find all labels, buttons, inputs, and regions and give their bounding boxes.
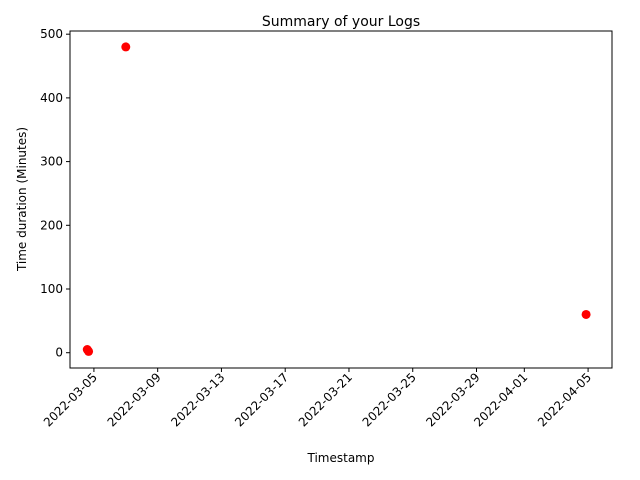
x-tick-label: 2022-03-05 (41, 370, 100, 429)
data-point (84, 346, 94, 356)
y-tick-label: 300 (40, 155, 63, 169)
y-axis: 0 100 200 300 400 500 (40, 27, 70, 360)
x-tick-label: 2022-04-05 (535, 370, 594, 429)
plot-area (69, 30, 613, 369)
x-axis-label: Timestamp (307, 451, 375, 465)
y-axis-label: Time duration (Minutes) (15, 127, 29, 272)
axes-frame (69, 30, 613, 369)
x-tick-label: 2022-03-17 (232, 370, 291, 429)
chart-title: Summary of your Logs (262, 14, 420, 30)
y-tick-label: 0 (55, 346, 63, 360)
data-point (121, 42, 131, 52)
x-tick-label: 2022-03-25 (360, 370, 419, 429)
y-tick-label: 500 (40, 27, 63, 41)
data-points (82, 42, 591, 356)
y-tick-label: 200 (40, 218, 63, 232)
x-tick-label: 2022-03-13 (168, 370, 227, 429)
x-axis: 2022-03-05 2022-03-09 2022-03-13 2022-03-17… (41, 368, 594, 429)
data-point (581, 309, 591, 319)
y-tick-label: 100 (40, 282, 63, 296)
x-tick-label: 2022-03-09 (105, 370, 164, 429)
x-tick-label: 2022-03-21 (296, 370, 355, 429)
y-tick-label: 400 (40, 91, 63, 105)
